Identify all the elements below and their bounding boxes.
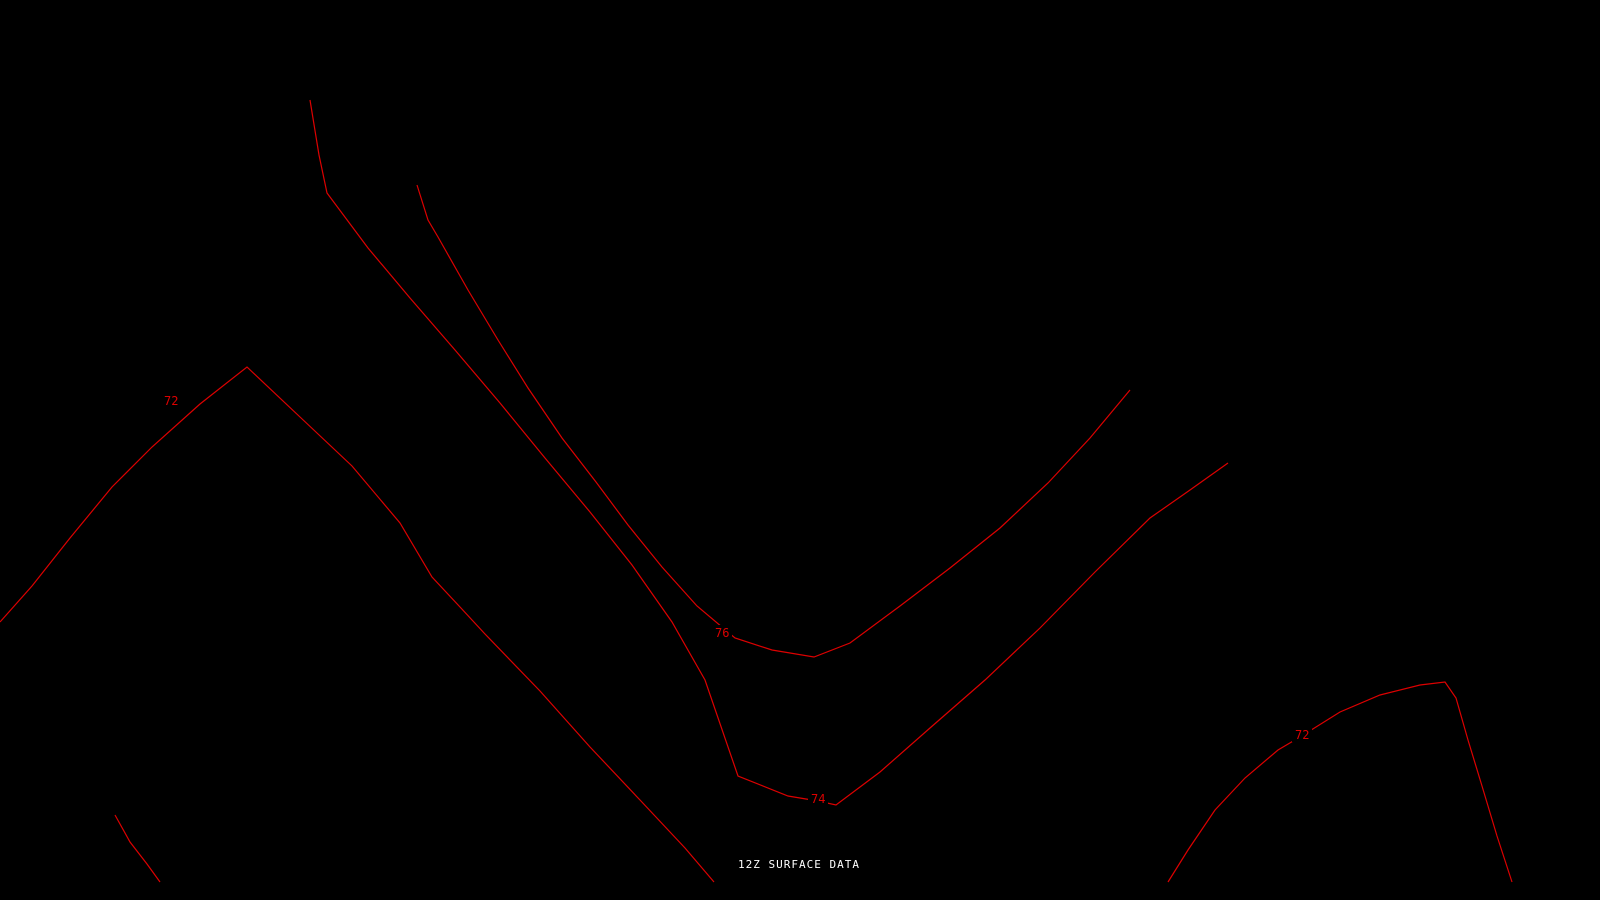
map-title: 12Z SURFACE DATA — [738, 858, 860, 871]
contour-line-74 — [309, 99, 1229, 806]
contour-label: 72 — [164, 394, 178, 408]
contour-label-mask — [808, 791, 828, 806]
contour-label-mask — [1292, 727, 1312, 742]
contour-label: 76 — [715, 626, 729, 640]
contour-label: 74 — [811, 792, 825, 806]
contour-line — [114, 814, 161, 883]
contour-line-76 — [416, 184, 1131, 658]
contour-line-72 — [1167, 681, 1513, 883]
contour-label-mask — [161, 393, 181, 408]
contour-label: 72 — [1295, 728, 1309, 742]
contour-line-72 — [0, 366, 715, 883]
contour-label-mask — [712, 625, 732, 640]
